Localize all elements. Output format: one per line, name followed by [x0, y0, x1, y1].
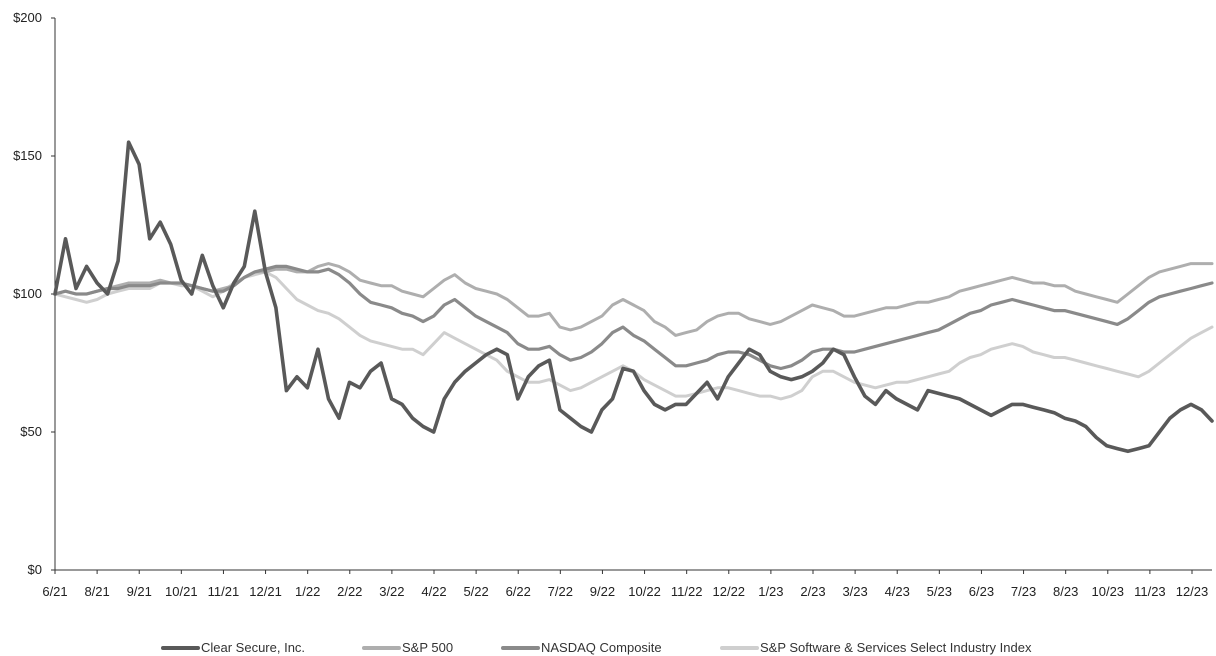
x-tick-label: 10/23 [1092, 584, 1125, 599]
x-tick-label: 6/23 [969, 584, 994, 599]
x-tick-label: 10/21 [165, 584, 198, 599]
x-tick-label: 2/23 [800, 584, 825, 599]
x-tick-label: 7/22 [548, 584, 573, 599]
y-tick-label: $200 [13, 10, 42, 25]
x-tick-label: 11/22 [671, 584, 703, 599]
x-tick-label: 12/23 [1176, 584, 1209, 599]
x-tick-label: 9/22 [590, 584, 615, 599]
x-tick-label: 7/23 [1011, 584, 1036, 599]
series-layer [53, 140, 1214, 454]
x-tick-label: 3/23 [842, 584, 867, 599]
x-axis: 6/21 8/21 9/21 10/21 11/21 12/21 1/22 2/22 3/22 4… [42, 569, 1212, 599]
x-tick-label: 11/21 [208, 584, 240, 599]
x-tick-label: 4/23 [885, 584, 910, 599]
x-tick-label: 5/22 [463, 584, 488, 599]
x-tick-label: 4/22 [421, 584, 446, 599]
x-tick-label: 6/21 [42, 584, 67, 599]
legend-label: S&P Software & Services Select Industry … [760, 640, 1032, 655]
y-tick-label: $100 [13, 286, 42, 301]
x-tick-label: 1/23 [758, 584, 783, 599]
x-tick-label: 2/22 [337, 584, 362, 599]
x-tick-label: 5/23 [927, 584, 952, 599]
x-tick-label: 12/21 [249, 584, 282, 599]
x-tick-label: 8/23 [1053, 584, 1078, 599]
x-tick-label: 12/22 [713, 584, 746, 599]
y-axis: $0 $50 $100 $150 $200 [13, 10, 56, 577]
series-line-0 [53, 140, 1214, 454]
x-tick-label: 1/22 [295, 584, 320, 599]
y-tick-label: $50 [20, 424, 42, 439]
y-tick-label: $0 [28, 562, 42, 577]
legend-label: NASDAQ Composite [541, 640, 662, 655]
x-tick-label: 3/22 [379, 584, 404, 599]
x-tick-label: 8/21 [84, 584, 109, 599]
legend-label: S&P 500 [402, 640, 453, 655]
legend: Clear Secure, Inc. S&P 500 NASDAQ Composit… [161, 640, 1032, 655]
legend-label: Clear Secure, Inc. [201, 640, 305, 655]
x-tick-label: 9/21 [127, 584, 152, 599]
y-tick-label: $150 [13, 148, 42, 163]
x-tick-label: 11/23 [1134, 584, 1166, 599]
x-tick-label: 10/22 [628, 584, 661, 599]
series-line-2 [53, 264, 1214, 371]
x-tick-label: 6/22 [506, 584, 531, 599]
